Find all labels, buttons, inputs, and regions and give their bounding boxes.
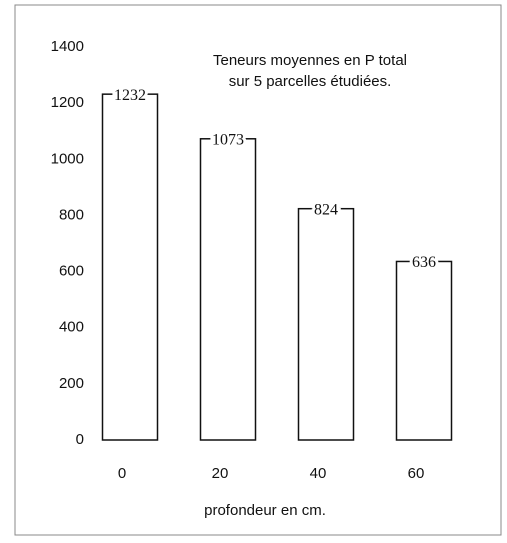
y-tick-label: 1200: [51, 94, 84, 111]
frame: [14, 4, 502, 536]
x-tick-label: 0: [118, 465, 126, 482]
x-tick-label: 20: [212, 465, 229, 482]
bar: [199, 138, 257, 441]
y-tick-label: 0: [76, 431, 84, 448]
value-label: 1073: [212, 131, 244, 148]
bar: [297, 207, 355, 441]
bar: [395, 260, 453, 441]
value-label: 636: [412, 254, 436, 271]
chart-title: Teneurs moyennes en P total: [213, 52, 407, 69]
y-tick-label: 1400: [51, 38, 84, 55]
chart-title: sur 5 parcelles étudiées.: [229, 73, 392, 90]
x-tick-label: 60: [408, 465, 425, 482]
y-tick-label: 800: [59, 206, 84, 223]
bar: [101, 93, 159, 441]
y-tick-label: 200: [59, 375, 84, 392]
y-tick-label: 1000: [51, 150, 84, 167]
value-label: 1232: [114, 87, 146, 104]
y-tick-label: 400: [59, 319, 84, 336]
x-tick-label: 40: [310, 465, 327, 482]
x-axis-label: profondeur en cm.: [204, 502, 326, 519]
y-tick-label: 600: [59, 263, 84, 280]
value-label: 824: [314, 201, 338, 218]
